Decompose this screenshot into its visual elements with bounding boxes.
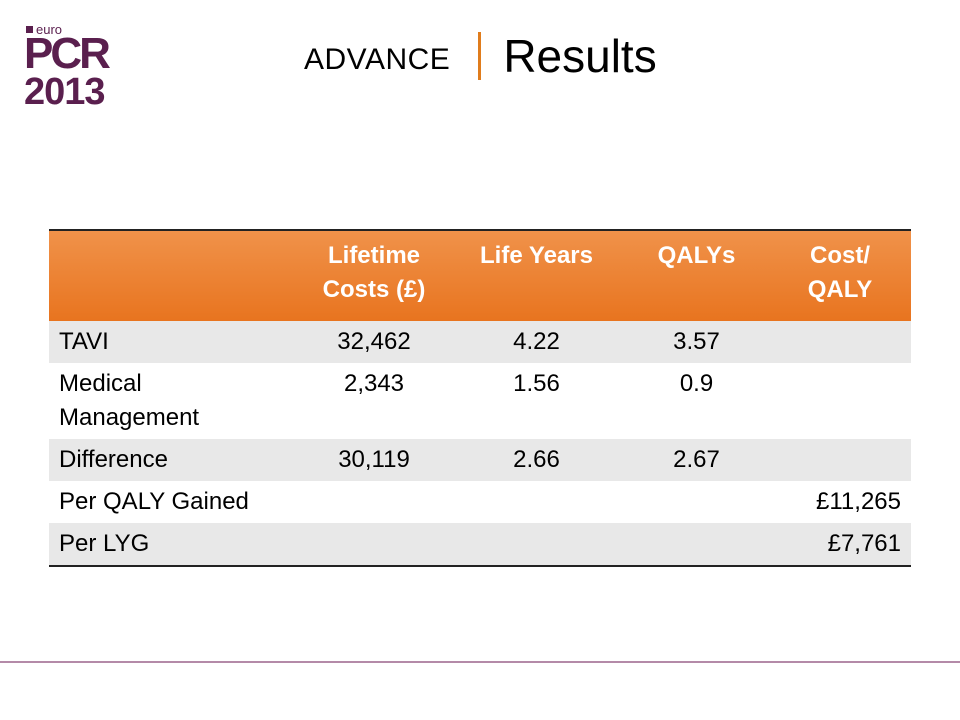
slide-title: ADVANCE Results <box>304 26 657 86</box>
cell-qalys: 3.57 <box>624 321 769 363</box>
cell-cost-qaly <box>769 439 911 481</box>
logo-euro: euro <box>26 22 62 37</box>
table-row: Medical Management 2,343 1.56 0.9 <box>49 363 911 439</box>
title-divider <box>478 32 482 80</box>
footer-divider <box>0 661 960 663</box>
row-label: Per QALY Gained <box>59 488 249 515</box>
row-label: Medical Management <box>49 363 299 439</box>
row-label: TAVI <box>49 321 299 363</box>
logo-square-icon <box>26 26 33 33</box>
cell-costs: 30,119 <box>299 439 449 481</box>
cell-costs <box>299 481 449 523</box>
title-trial-name: ADVANCE <box>304 43 451 76</box>
row-label: Per LYG <box>49 523 299 567</box>
cell-cost-qaly: £11,265 <box>816 488 901 515</box>
cell-cost-qaly <box>769 321 911 363</box>
cell-qalys <box>624 523 769 567</box>
header-cost-per-qaly: Cost/ QALY <box>769 229 911 321</box>
header-lifetime-costs: Lifetime Costs (£) <box>299 229 449 321</box>
row-label: Difference <box>49 439 299 481</box>
cell-life-years <box>449 523 624 567</box>
results-table: Lifetime Costs (£) Life Years QALYs Cost… <box>49 229 911 567</box>
logo-euro-text: euro <box>36 22 63 37</box>
logo-year: 2013 <box>24 71 106 113</box>
table-row: TAVI 32,462 4.22 3.57 <box>49 321 911 363</box>
europcr-logo: euro PCR 2013 <box>24 20 124 112</box>
cell-life-years <box>449 481 624 523</box>
cell-cost-qaly <box>769 363 911 439</box>
table-row: Difference 30,119 2.66 2.67 <box>49 439 911 481</box>
cell-cost-qaly: £7,761 <box>769 523 911 567</box>
cell-costs: 2,343 <box>343 370 405 397</box>
header-blank <box>49 229 299 321</box>
cell-life-years: 1.56 <box>513 370 560 397</box>
title-section: Results <box>503 30 657 82</box>
header-life-years: Life Years <box>449 229 624 321</box>
cell-qalys <box>624 481 769 523</box>
cell-qalys: 0.9 <box>679 370 714 397</box>
cell-life-years: 2.66 <box>449 439 624 481</box>
cell-costs: 32,462 <box>299 321 449 363</box>
cell-qalys: 2.67 <box>624 439 769 481</box>
row-label-text: Medical Management <box>59 370 200 431</box>
table-row: Per LYG £7,761 <box>49 523 911 567</box>
table-header-row: Lifetime Costs (£) Life Years QALYs Cost… <box>49 229 911 321</box>
header-qalys: QALYs <box>624 229 769 321</box>
logo-brand: PCR <box>24 29 111 78</box>
cell-costs <box>299 523 449 567</box>
cell-life-years: 4.22 <box>449 321 624 363</box>
table-row: Per QALY Gained £11,265 <box>49 481 911 523</box>
